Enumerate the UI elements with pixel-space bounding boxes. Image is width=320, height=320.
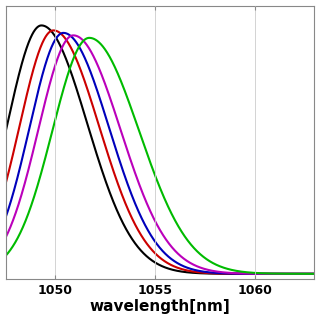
X-axis label: wavelength[nm]: wavelength[nm] bbox=[90, 300, 230, 315]
